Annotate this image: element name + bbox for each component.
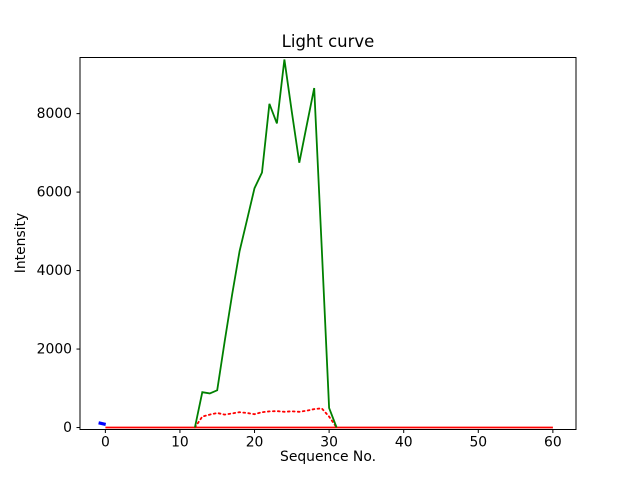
y-tick-label: 6000 xyxy=(37,185,72,201)
x-tick-label: 10 xyxy=(171,435,189,451)
y-tick-label: 2000 xyxy=(37,342,72,358)
x-tick-label: 40 xyxy=(395,435,413,451)
chart-title: Light curve xyxy=(281,32,375,51)
x-tick-label: 60 xyxy=(544,435,562,451)
x-axis-label: Sequence No. xyxy=(280,449,376,465)
y-tick-label: 8000 xyxy=(37,106,72,122)
y-tick-label: 4000 xyxy=(37,263,72,279)
axes-spines xyxy=(79,57,577,430)
x-tick-label: 50 xyxy=(469,435,487,451)
main-intensity-line xyxy=(194,59,338,428)
x-tick-label: 0 xyxy=(101,435,110,451)
start-marker-line xyxy=(98,421,107,426)
x-tick-label: 30 xyxy=(320,435,338,451)
secondary-intensity-dotted-line xyxy=(193,407,338,429)
x-tick-label: 20 xyxy=(246,435,264,451)
y-tick-label: 0 xyxy=(63,420,72,436)
